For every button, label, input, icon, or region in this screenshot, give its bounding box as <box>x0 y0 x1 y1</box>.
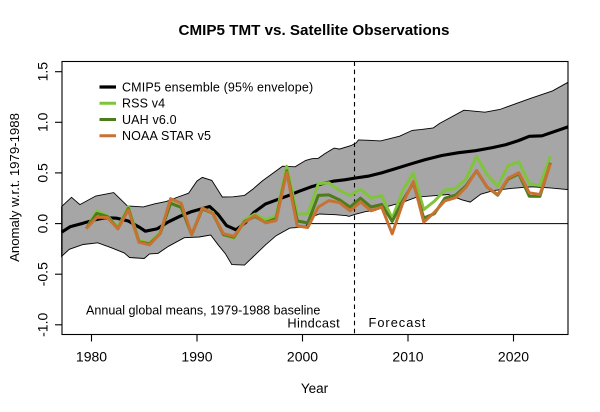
svg-text:0.0: 0.0 <box>35 214 51 234</box>
svg-text:-1.0: -1.0 <box>35 313 51 337</box>
svg-text:-0.5: -0.5 <box>35 262 51 286</box>
svg-text:Annual global means, 1979-1988: Annual global means, 1979-1988 baseline <box>86 304 320 318</box>
svg-text:Year: Year <box>301 381 329 396</box>
svg-text:1.0: 1.0 <box>35 112 51 132</box>
svg-text:RSS v4: RSS v4 <box>122 97 165 111</box>
svg-text:Forecast: Forecast <box>369 315 427 330</box>
svg-text:1980: 1980 <box>76 349 107 365</box>
svg-text:NOAA STAR v5: NOAA STAR v5 <box>122 129 211 143</box>
svg-text:2020: 2020 <box>498 349 529 365</box>
svg-text:CMIP5 ensemble (95% envelope): CMIP5 ensemble (95% envelope) <box>122 80 313 94</box>
svg-text:1.5: 1.5 <box>35 62 51 82</box>
svg-text:CMIP5 TMT vs. Satellite Observ: CMIP5 TMT vs. Satellite Observations <box>179 22 450 39</box>
svg-text:Hindcast: Hindcast <box>287 316 340 331</box>
svg-text:0.5: 0.5 <box>35 163 51 183</box>
svg-text:2000: 2000 <box>287 349 318 365</box>
svg-text:UAH v6.0: UAH v6.0 <box>122 113 177 127</box>
svg-text:1990: 1990 <box>181 349 212 365</box>
svg-text:Anomaly w.r.t. 1979-1988: Anomaly w.r.t. 1979-1988 <box>7 113 22 262</box>
svg-text:2010: 2010 <box>392 349 423 365</box>
